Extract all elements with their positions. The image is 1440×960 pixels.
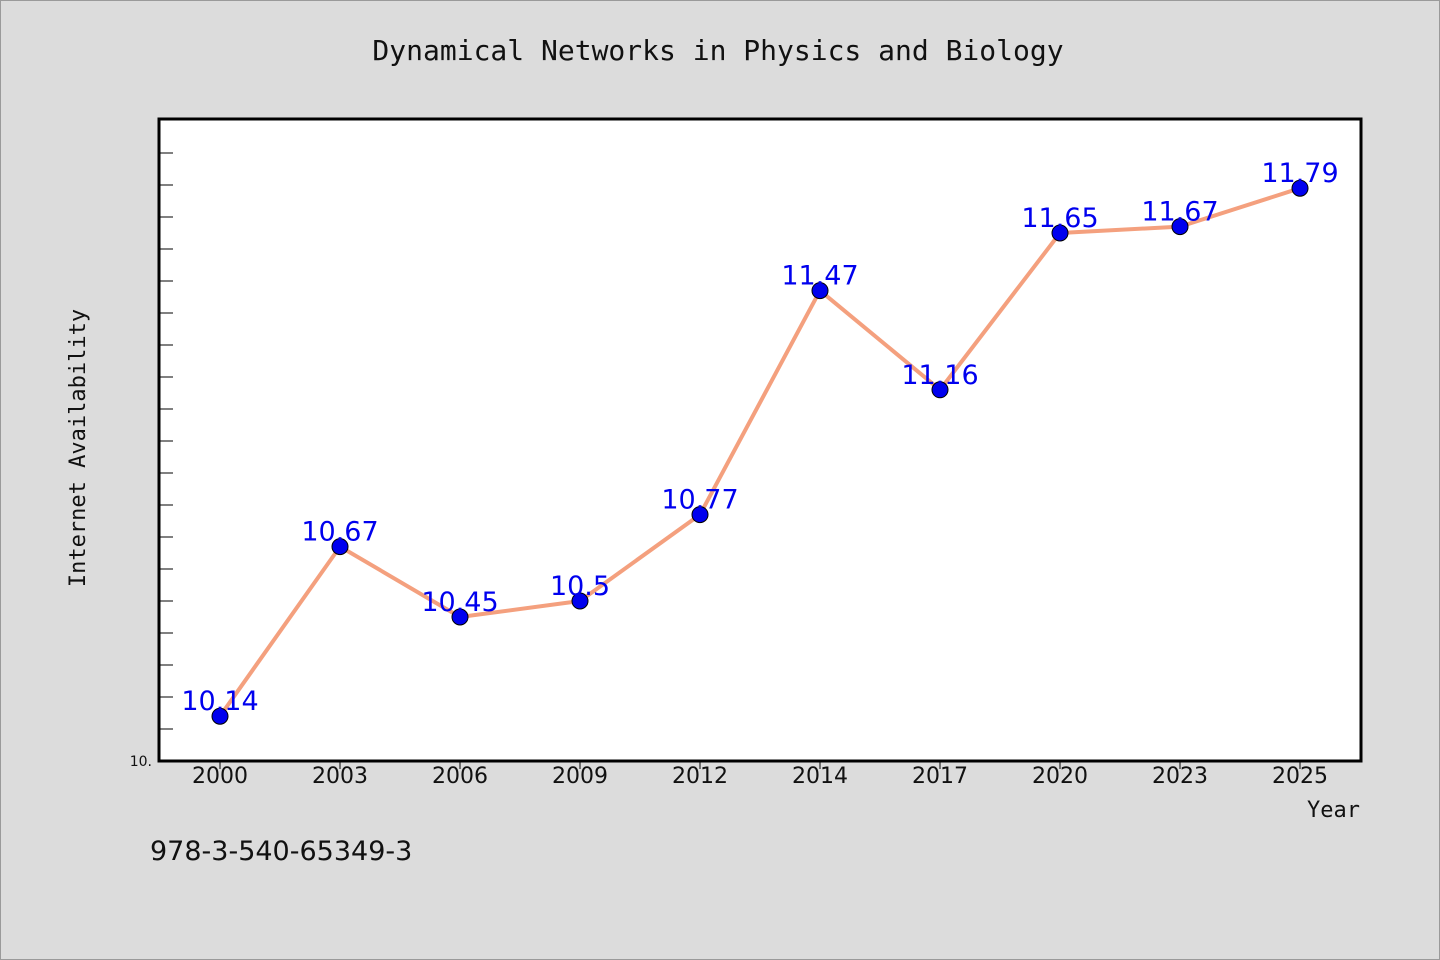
data-point: [931, 381, 949, 399]
x-tick-label: 2003: [312, 764, 368, 789]
data-label: 11.65: [1021, 203, 1098, 234]
isbn-text: 978-3-540-65349-3: [150, 836, 413, 867]
data-point: [451, 608, 469, 626]
data-point: [331, 538, 349, 556]
x-tick-label: 2000: [192, 764, 248, 789]
x-tick-label: 2020: [1032, 764, 1088, 789]
data-point: [571, 592, 589, 610]
x-tick-label: 2012: [672, 764, 728, 789]
y-axis-ticks: [159, 152, 173, 730]
data-point: [211, 707, 229, 725]
x-tick-label: 2009: [552, 764, 608, 789]
chart-title: Dynamical Networks in Physics and Biolog…: [372, 34, 1063, 67]
x-tick-labels: 2000 2003 2006 2009 2012 2014 2017 2020 2023 2025: [192, 764, 1328, 789]
y-axis-title: Internet Availability: [66, 309, 91, 587]
y-tick-label: 10.: [130, 754, 152, 770]
data-label: 11.67: [1141, 197, 1218, 228]
x-tick-label: 2006: [432, 764, 488, 789]
data-point: [1051, 224, 1069, 242]
data-label: 11.79: [1261, 158, 1338, 189]
data-label: 11.16: [901, 360, 978, 391]
data-point: [811, 282, 829, 300]
data-point: [1171, 218, 1189, 236]
data-label: 10.45: [421, 587, 498, 618]
x-tick-label: 2023: [1152, 764, 1208, 789]
x-axis-title: Year: [1307, 798, 1360, 823]
data-point: [1291, 179, 1309, 197]
series-line: [218, 186, 1301, 718]
data-point: [691, 506, 709, 524]
x-axis-ticks: [219, 761, 1301, 769]
x-tick-label: 2017: [912, 764, 968, 789]
x-tick-label: 2014: [792, 764, 848, 789]
series-markers: [211, 179, 1309, 725]
data-label: 10.67: [301, 517, 378, 548]
data-label: 10.14: [181, 686, 258, 717]
data-label: 10.5: [550, 571, 610, 602]
data-label: 10.77: [661, 485, 738, 516]
data-label: 11.47: [781, 261, 858, 292]
data-labels: 10.14 10.67 10.45 10.5 10.77 11.47 11.16 11.65 1…: [181, 158, 1338, 717]
x-tick-label: 2025: [1272, 764, 1328, 789]
